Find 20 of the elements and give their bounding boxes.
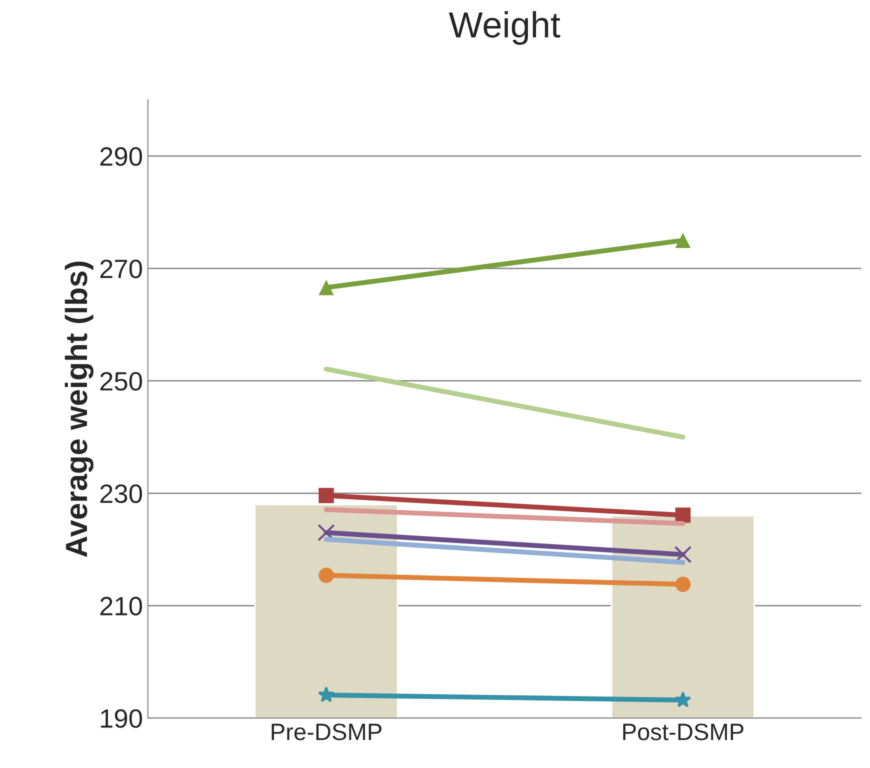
y-tick-label: 250: [100, 372, 142, 391]
x-tick-label: Post-DSMP: [623, 724, 744, 740]
y-tick-label: 230: [100, 484, 142, 504]
point: [675, 232, 691, 248]
y-tick-label: 210: [100, 596, 142, 616]
point: [318, 686, 335, 702]
y-tick-label: 290: [100, 147, 142, 166]
point: [318, 524, 335, 542]
y-axis-title: Average weight (lbs): [64, 262, 94, 558]
chart-title: Weight: [448, 11, 560, 45]
x-tick-label: Pre-DSMP: [272, 724, 382, 740]
point: [318, 568, 334, 583]
y-tick-label: 190: [101, 709, 142, 728]
y-tick-label: 270: [100, 260, 142, 278]
point: [318, 488, 334, 504]
point: [675, 508, 691, 523]
point: [318, 280, 334, 296]
point: [674, 546, 692, 564]
point: [674, 691, 692, 708]
point: [675, 576, 691, 592]
